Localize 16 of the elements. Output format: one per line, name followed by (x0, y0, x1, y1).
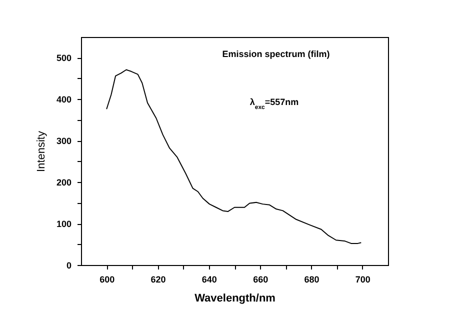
x-tick-label: 620 (150, 274, 166, 284)
y-tick-label: 200 (56, 178, 72, 188)
x-tick-label: 660 (253, 274, 268, 284)
line-series (106, 69, 362, 244)
y-tick-label: 500 (56, 53, 72, 64)
y-tick-label: 100 (56, 219, 72, 230)
x-tick-label: 680 (304, 274, 320, 284)
annotation: Emission spectrum (film) (222, 49, 330, 59)
x-tick-label: 600 (100, 274, 115, 284)
y-axis-title: Intensity (35, 130, 48, 172)
y-tick-label: 400 (56, 94, 72, 105)
y-tick-label: 300 (56, 136, 72, 146)
x-tick-label: 640 (202, 274, 217, 284)
x-axis-title: Wavelength/nm (194, 292, 276, 304)
y-tick-label: 0 (66, 260, 72, 270)
x-tick-label: 700 (355, 274, 370, 284)
